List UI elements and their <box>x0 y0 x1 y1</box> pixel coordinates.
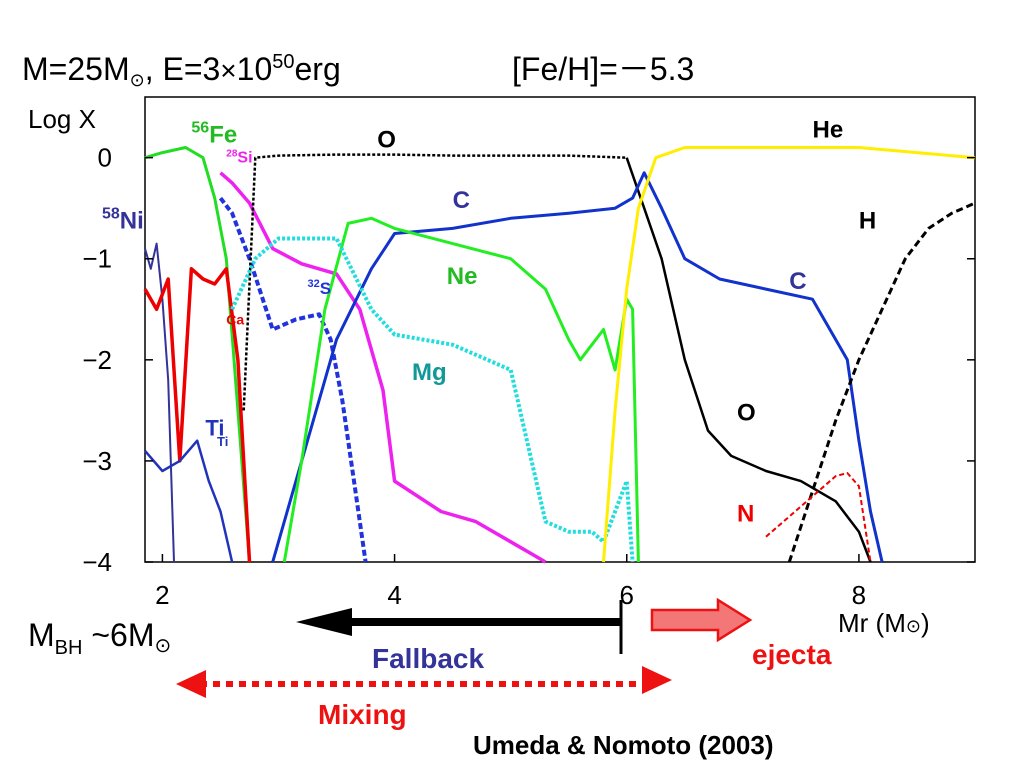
fallback-arrow <box>296 600 623 654</box>
mixing-label: Mixing <box>318 699 407 730</box>
series-layer <box>143 146 976 564</box>
ejecta-arrow <box>650 597 753 643</box>
header-feh-label: [Fe/H]= <box>512 51 618 87</box>
mbh-sub: BH <box>55 637 83 659</box>
series-line-ne <box>282 216 640 563</box>
element-label-si-28: 28Si <box>226 149 252 167</box>
mbh-value: ~6M <box>82 617 154 653</box>
mixing-arrow <box>176 666 672 698</box>
header-times: × <box>220 55 236 86</box>
header-e-unit: erg <box>295 51 341 87</box>
black-hole-mass: MBH ~6M⊙ <box>28 617 171 659</box>
y-tick-label: −1 <box>82 244 112 274</box>
header-sun-symbol: ⊙ <box>130 70 145 90</box>
ejecta-label: ejecta <box>752 639 832 670</box>
element-label-ni-58: 58Ni <box>102 205 144 234</box>
element-label-ne: Ne <box>447 263 478 290</box>
header-feh-minus: － <box>618 51 650 87</box>
series-line-fe <box>144 146 251 563</box>
x-tick-label: 6 <box>620 580 634 610</box>
header-m-prefix: M=25M <box>22 51 130 87</box>
header-e-prefix: , E=3 <box>145 51 221 87</box>
series-line-h <box>787 201 976 563</box>
y-tick-label: −3 <box>82 446 112 476</box>
element-label-fe-56: 56Fe <box>191 120 237 149</box>
fallback-label: Fallback <box>372 643 484 674</box>
series-line-c <box>271 171 884 563</box>
x-axis-label-sun: ⊙ <box>906 616 921 636</box>
plot-frame <box>144 96 976 563</box>
x-tick-label: 4 <box>387 580 401 610</box>
series-line-o_inner <box>242 153 627 411</box>
header-e-base: 10 <box>237 51 273 87</box>
y-tick-label: 0 <box>98 143 112 173</box>
x-axis-label-main: Mr (M <box>838 608 906 638</box>
header-title: M=25M⊙, E=3×1050erg <box>22 51 341 90</box>
header-feh: [Fe/H]=－5.3 <box>512 51 694 87</box>
mbh-main: M <box>28 617 55 653</box>
element-label-o: O <box>377 127 396 154</box>
series-line-ca <box>143 267 252 563</box>
y-axis-label: Log X <box>28 104 96 134</box>
series-line-ni <box>144 242 175 563</box>
element-label-s-32: 32S <box>308 278 332 298</box>
element-label-ca: Ca <box>226 311 244 327</box>
header-feh-value: 5.3 <box>650 51 694 87</box>
element-label-he: He <box>813 116 844 143</box>
x-tick-label: 8 <box>852 580 866 610</box>
element-label-h: H <box>859 207 876 234</box>
series-line-o_outer <box>625 157 872 563</box>
x-axis-label-close: ) <box>921 608 930 638</box>
citation: Umeda & Nomoto (2003) <box>473 730 774 760</box>
element-label-ti: Ti <box>205 416 224 441</box>
series-line-he <box>602 146 976 563</box>
element-label-o: O <box>737 400 756 427</box>
series-line-n <box>765 472 872 563</box>
element-label-n: N <box>737 501 754 528</box>
mbh-sun: ⊙ <box>154 635 171 657</box>
series-line-si <box>219 171 547 564</box>
header-e-exp: 50 <box>272 51 294 73</box>
element-label-c: C <box>453 187 470 214</box>
element-label-c: C <box>789 268 806 295</box>
x-tick-label: 2 <box>155 580 169 610</box>
element-label-mg: Mg <box>412 359 447 386</box>
ticks-layer: 2 4 6 8 0 −1 −2 −3 −4 <box>82 143 975 610</box>
element-label-ti: Ti <box>217 434 228 449</box>
series-line-mg <box>230 236 635 563</box>
x-axis-label: Mr (M⊙) <box>838 608 930 638</box>
y-tick-label: −4 <box>82 547 112 577</box>
y-tick-label: −2 <box>82 345 112 375</box>
series-line-ti <box>144 439 234 563</box>
